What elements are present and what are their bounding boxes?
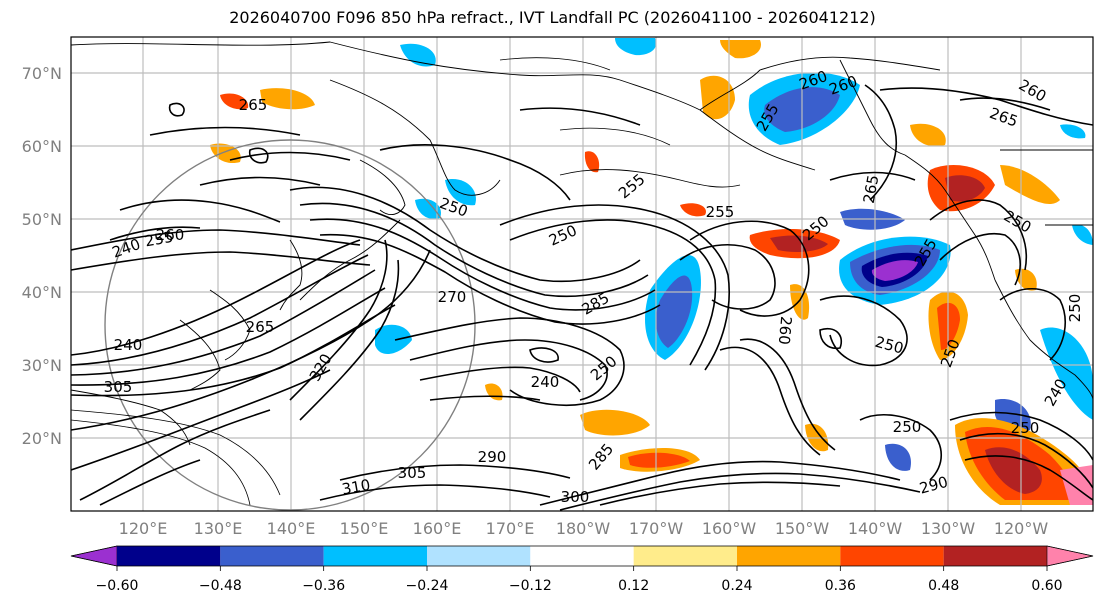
shade-positive-patch [584, 151, 600, 173]
map-layers: 265 260 255 250 240 250 255 270 265 240 … [71, 37, 1093, 511]
shade-positive-patch [945, 175, 985, 202]
colorbar-tick-label: 0.24 [721, 578, 752, 594]
shade-negative-patch [655, 275, 693, 348]
lon-label: 130°E [194, 519, 243, 538]
colorbar-tick-label: 0.60 [1031, 578, 1062, 594]
contour-label: 250 [1011, 419, 1040, 437]
colorbar-segment [220, 546, 324, 566]
contour-label: 305 [398, 464, 427, 482]
lon-label: 140°E [267, 519, 316, 538]
shade-negative-patch [1072, 224, 1093, 245]
lon-label: 160°E [413, 519, 462, 538]
lat-label: 40°N [22, 283, 62, 302]
colorbar-segments [70, 545, 1094, 567]
lat-label: 20°N [22, 429, 62, 448]
shade-negative-patch [375, 324, 412, 355]
map-title: 2026040700 F096 850 hPa refract., IVT La… [229, 8, 876, 27]
shade-positive-patch [628, 452, 690, 468]
lat-label: 30°N [22, 356, 62, 375]
contour-label: 310 [340, 476, 371, 499]
contour-label: 305 [104, 378, 133, 396]
colorbar-segment [117, 546, 221, 566]
contour-label: 240 [114, 336, 143, 354]
contour-label: 250 [893, 418, 922, 436]
colorbar: −0.60 −0.48 −0.36 −0.24 −0.12 0.12 0.24 0.36 0.4… [70, 545, 1094, 594]
contour-label: 265 [239, 96, 268, 114]
contour-label: 300 [561, 488, 590, 506]
shaded-anomaly-fields [210, 38, 1093, 505]
shade-negative-patch [1060, 124, 1086, 139]
colorbar-tick-label: −0.24 [406, 578, 449, 594]
coastlines [71, 41, 1093, 446]
contours [71, 84, 1093, 511]
lat-label: 60°N [22, 137, 62, 156]
contour-label: 270 [438, 288, 467, 306]
colorbar-tick-label: −0.48 [199, 578, 242, 594]
contour-label: 240 [531, 373, 560, 391]
lon-label: 140°W [848, 519, 903, 538]
contour-label: 260 [775, 315, 795, 345]
colorbar-segment [943, 546, 1047, 566]
lon-label: 120°W [994, 519, 1049, 538]
shade-positive-patch [985, 447, 1042, 494]
colorbar-segment [427, 546, 531, 566]
colorbar-extend-min [70, 545, 118, 567]
colorbar-segment [633, 546, 737, 566]
shade-negative-patch [885, 443, 911, 471]
latitude-labels: 70°N 60°N 50°N 40°N 30°N 20°N [22, 64, 62, 448]
contour-label: 255 [706, 203, 735, 221]
shade-positive-patch [700, 75, 735, 120]
shade-positive-patch [680, 203, 706, 217]
colorbar-segment [737, 546, 841, 566]
lon-label: 130°W [921, 519, 976, 538]
lon-label: 160°W [702, 519, 757, 538]
shade-positive-patch [220, 93, 249, 110]
shade-positive-patch [260, 88, 315, 110]
lon-label: 120°E [119, 519, 168, 538]
lon-label: 180°W [556, 519, 611, 538]
plot-frame [70, 36, 1094, 512]
contours-thin [71, 57, 671, 506]
colorbar-extend-max [1046, 545, 1094, 567]
shade-positive-patch [580, 409, 650, 436]
shade-negative-patch [445, 179, 476, 206]
contour-label: 265 [860, 173, 883, 204]
shade-negative-patch [1040, 327, 1093, 420]
colorbar-tick-label: −0.12 [509, 578, 552, 594]
shade-positive-patch [720, 40, 761, 59]
contour-label: 255 [143, 228, 174, 251]
colorbar-tick-label: 0.12 [618, 578, 649, 594]
contour-label: 260 [156, 226, 185, 244]
contour-label: 250 [1066, 294, 1084, 323]
shade-positive-patch [1000, 165, 1060, 205]
lat-label: 70°N [22, 64, 62, 83]
lon-label: 170°W [629, 519, 684, 538]
colorbar-ticks: −0.60 −0.48 −0.36 −0.24 −0.12 0.12 0.24 0.36 0.4… [96, 566, 1063, 594]
contour-label: 290 [478, 448, 507, 466]
shade-positive-patch [770, 235, 828, 252]
shade-negative-patch [415, 198, 441, 220]
lon-label: 150°W [775, 519, 830, 538]
region-circle [104, 139, 476, 511]
colorbar-segment [323, 546, 427, 566]
shade-positive-patch [910, 123, 946, 147]
colorbar-tick-label: −0.36 [302, 578, 345, 594]
lat-label: 50°N [22, 210, 62, 229]
lon-label: 170°E [486, 519, 535, 538]
graticule [71, 37, 1093, 511]
shade-negative-patch [400, 43, 436, 67]
colorbar-tick-label: −0.60 [96, 578, 139, 594]
colorbar-tick-label: 0.36 [825, 578, 856, 594]
shade-negative-patch [871, 260, 918, 281]
shade-negative-patch [615, 38, 657, 56]
contour-label: 265 [246, 318, 275, 336]
lon-label: 150°E [340, 519, 389, 538]
colorbar-segment [840, 546, 944, 566]
colorbar-segment [530, 546, 634, 566]
longitude-labels: 120°E 130°E 140°E 150°E 160°E 170°E 180°… [119, 519, 1049, 538]
colorbar-tick-label: 0.48 [928, 578, 959, 594]
